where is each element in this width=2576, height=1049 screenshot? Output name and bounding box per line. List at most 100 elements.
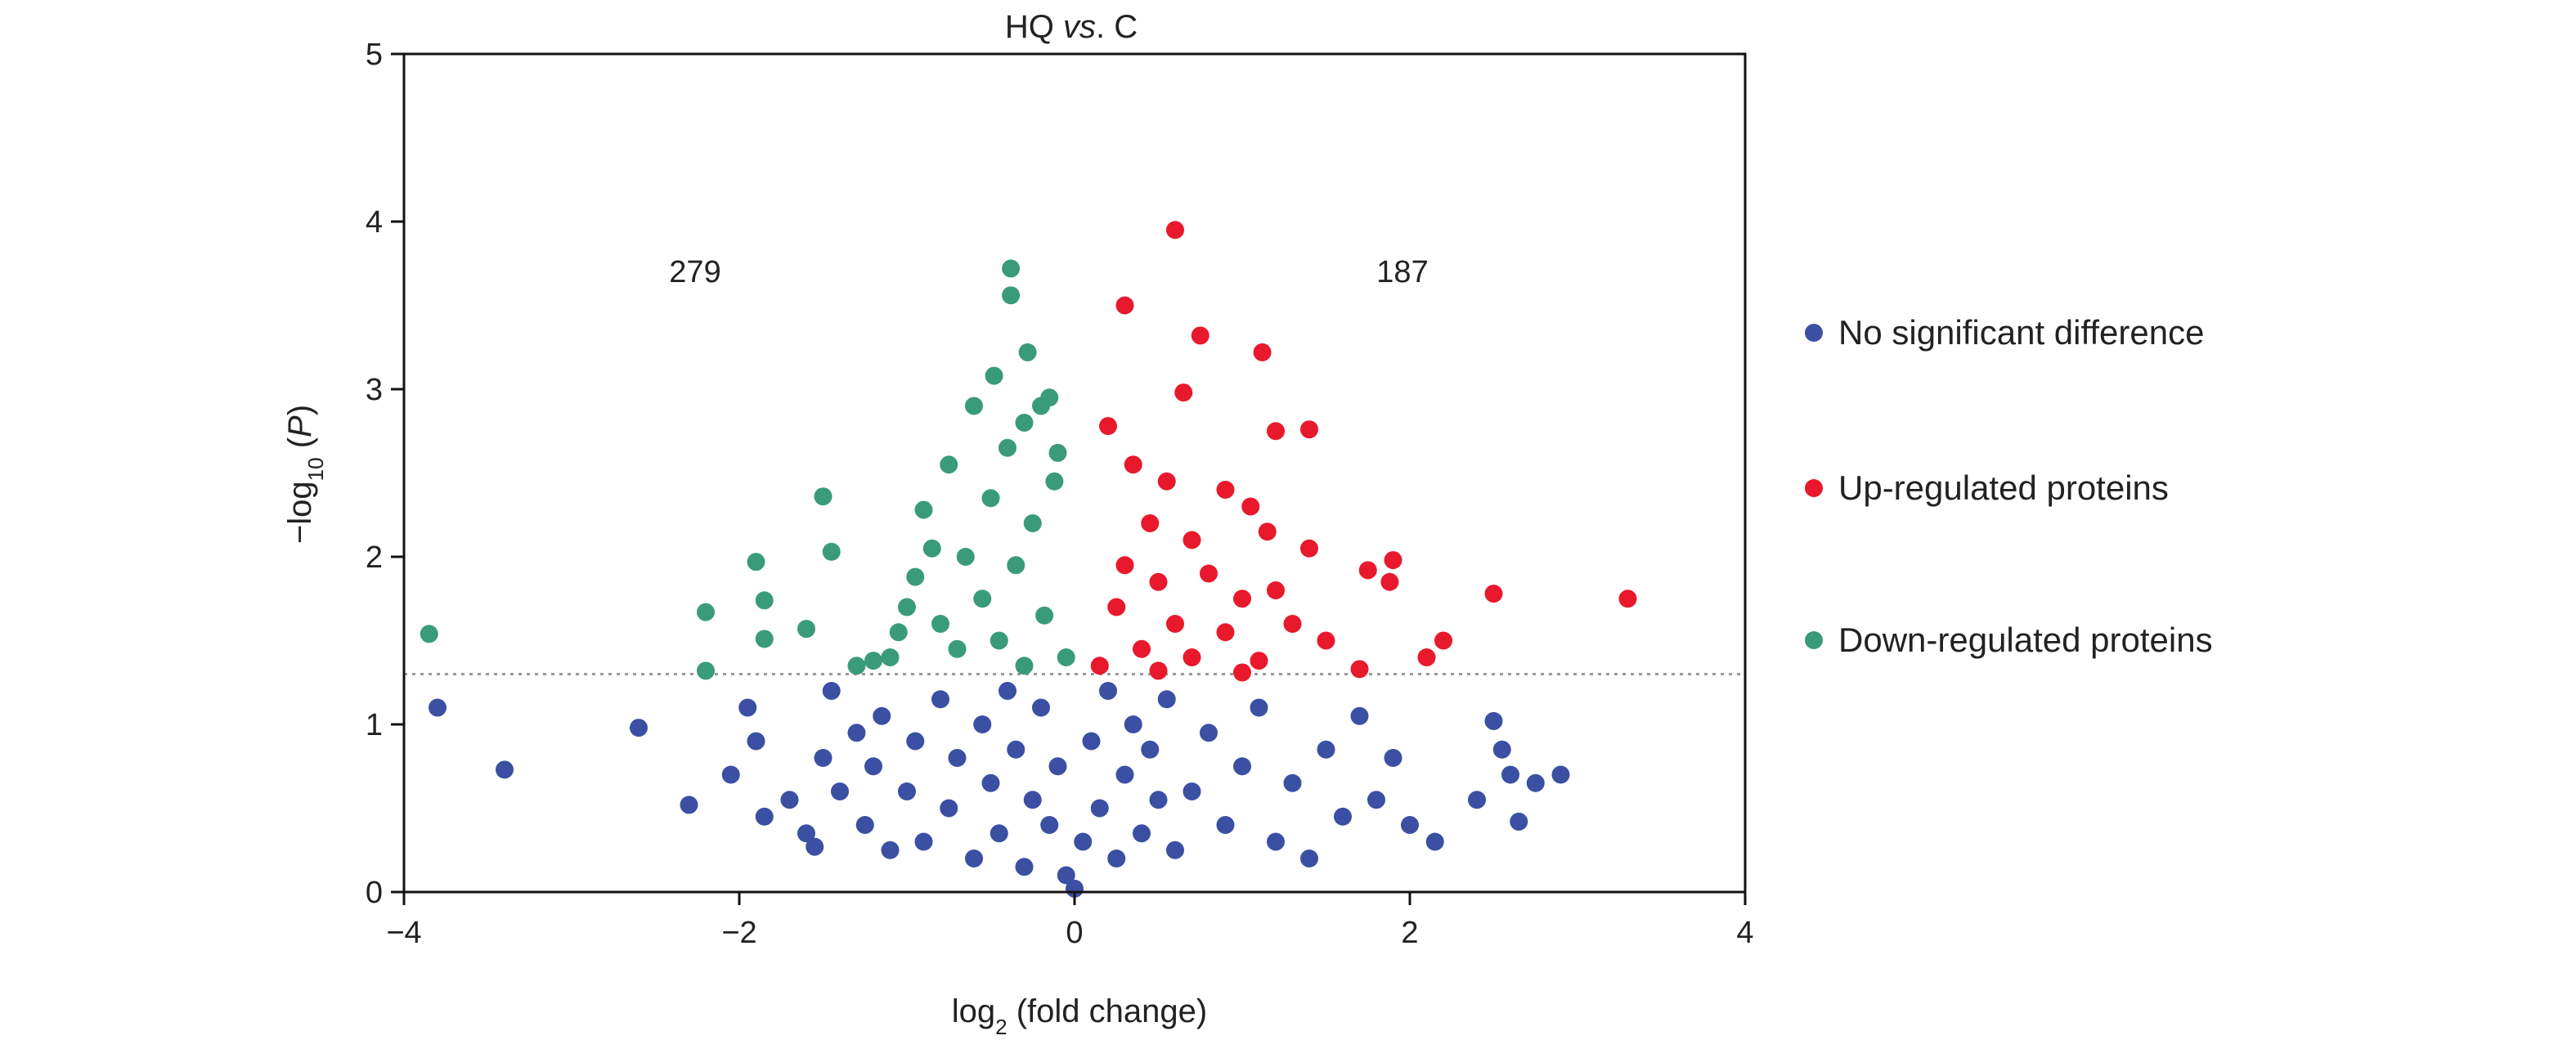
down-count-label: 279 [669, 255, 720, 289]
no-significant-point [1216, 816, 1235, 834]
down-regulated-point [985, 366, 1003, 385]
down-regulated-point [1018, 343, 1037, 361]
up-regulated-point [1191, 326, 1209, 345]
up-regulated-point [1258, 522, 1277, 541]
up-regulated-point [1157, 472, 1176, 491]
up-regulated-point [1300, 539, 1318, 558]
up-regulated-point [1200, 564, 1218, 583]
no-significant-point [1200, 724, 1218, 742]
no-significant-point [1149, 791, 1168, 809]
up-regulated-point [1141, 514, 1160, 532]
down-regulated-point [914, 500, 933, 519]
no-significant-point [429, 698, 447, 717]
no-significant-point [931, 690, 949, 709]
no-significant-point [780, 791, 799, 809]
up-regulated-point [1253, 343, 1272, 361]
y-tick-label: 1 [366, 708, 383, 742]
down-regulated-point [922, 539, 941, 558]
y-tick-label: 3 [366, 373, 383, 407]
down-regulated-point [1002, 259, 1021, 278]
down-regulated-point [1015, 657, 1034, 675]
no-significant-point [1115, 765, 1134, 784]
no-significant-point [1099, 682, 1117, 700]
legend-item-no-significant: No significant difference [1805, 313, 2204, 352]
no-significant-point [973, 715, 992, 733]
up-regulated-point [1283, 615, 1302, 633]
y-axis-ticks: 0 1 2 3 4 5 [366, 38, 404, 910]
up-regulated-point [1417, 648, 1436, 666]
down-regulated-point [864, 652, 882, 670]
up-regulated-point [1090, 657, 1109, 675]
up-regulated-point [1267, 422, 1285, 441]
no-significant-point [831, 782, 849, 800]
no-significant-point [1492, 740, 1511, 759]
no-significant-point [1401, 816, 1419, 834]
no-significant-point [1082, 732, 1101, 751]
no-significant-point [1183, 782, 1201, 800]
no-significant-point [1350, 706, 1369, 725]
up-regulated-point [1166, 615, 1184, 633]
up-regulated-point [1149, 661, 1168, 680]
no-significant-point [1157, 690, 1176, 709]
no-significant-point [1233, 757, 1251, 776]
up-count-label: 187 [1376, 255, 1428, 289]
legend: No significant difference Up-regulated p… [1805, 313, 2213, 659]
no-significant-point [1166, 841, 1184, 859]
no-significant-point [1133, 824, 1151, 843]
no-significant-point [881, 841, 900, 859]
no-significant-point [1317, 740, 1335, 759]
no-significant-point [1425, 832, 1444, 851]
down-regulated-point [1007, 556, 1025, 575]
up-regulated-point [1115, 556, 1134, 575]
x-axis-title: log2 (fold change) [952, 993, 1207, 1039]
up-regulated-point [1380, 572, 1399, 591]
x-axis-ticks: −4 −2 0 2 4 [386, 892, 1754, 950]
no-significant-point [873, 706, 891, 725]
no-significant-point [738, 698, 757, 717]
up-regulated-point [1358, 561, 1377, 580]
legend-label-no-significant: No significant difference [1838, 313, 2204, 352]
no-significant-point [1124, 715, 1142, 733]
down-regulated-point [999, 438, 1016, 457]
down-regulated-point [1015, 414, 1034, 432]
up-regulated-point [1300, 420, 1318, 439]
no-significant-point [822, 682, 841, 700]
no-significant-point [847, 724, 866, 742]
no-significant-point [1074, 832, 1093, 851]
down-regulated-point [973, 590, 992, 608]
no-significant-point [797, 824, 815, 843]
no-significant-point [1283, 773, 1302, 792]
legend-marker-no-significant [1805, 324, 1823, 342]
no-significant-point [1501, 765, 1519, 784]
up-regulated-point [1384, 551, 1402, 570]
no-significant-point [1267, 832, 1285, 851]
up-regulated-point [1350, 660, 1369, 679]
down-regulated-point [965, 397, 983, 415]
no-significant-point [1040, 816, 1059, 834]
up-regulated-point [1233, 663, 1251, 682]
no-significant-point [496, 760, 514, 779]
down-regulated-point [956, 548, 975, 566]
no-significant-point [864, 757, 882, 776]
up-regulated-point [1166, 221, 1184, 240]
data-points [420, 221, 1637, 898]
no-significant-point [1300, 850, 1318, 867]
no-significant-point [948, 749, 967, 767]
no-significant-point [680, 796, 698, 814]
no-significant-point [1007, 740, 1025, 759]
down-regulated-point [931, 615, 949, 633]
no-significant-point [1551, 765, 1570, 784]
down-regulated-point [697, 603, 715, 621]
no-significant-point [747, 732, 765, 751]
up-regulated-point [1434, 631, 1452, 650]
no-significant-point [1484, 711, 1503, 730]
down-regulated-point [1057, 648, 1075, 666]
up-regulated-point [1124, 455, 1142, 474]
down-regulated-point [847, 657, 866, 675]
up-regulated-point [1133, 639, 1151, 658]
up-regulated-point [1099, 417, 1117, 436]
down-regulated-point [747, 553, 765, 572]
up-regulated-point [1267, 581, 1285, 599]
down-regulated-point [1045, 472, 1064, 491]
